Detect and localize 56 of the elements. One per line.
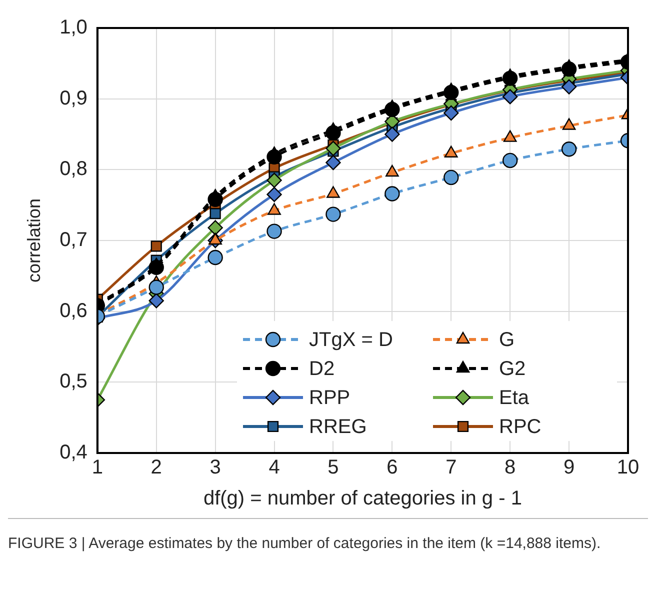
y-tick-label: 1,0 [60,16,88,39]
legend-label: G [499,329,515,352]
x-tick-label: 6 [386,456,398,479]
point [148,280,164,295]
point [266,186,282,202]
y-tick-label: 0,6 [60,300,88,322]
point [561,142,577,157]
point [444,105,459,121]
point [210,208,221,220]
x-tick-label: 1 [92,456,103,479]
y-tick-label: 0,5 [60,370,88,393]
point [561,61,577,77]
point [266,149,282,165]
point [326,140,341,156]
point [502,152,518,168]
x-tick-label: 10 [616,456,640,479]
y-axis-title: correlation [24,198,44,283]
point [148,260,164,276]
x-tick-label: 8 [504,456,516,479]
point [444,84,459,100]
y-tick-label: 0,9 [60,87,88,110]
legend-label: RREG [309,416,367,438]
point [384,126,400,142]
point [208,220,223,236]
point [266,172,282,188]
point [384,186,400,202]
point [208,192,223,208]
x-tick-label: 5 [328,456,339,479]
point [208,250,223,266]
point [326,206,341,222]
legend-label: RPC [499,416,542,438]
x-tick-label: 7 [446,456,457,479]
legend-label: Eta [499,387,530,410]
point [148,293,164,308]
y-tick-label: 0,8 [60,158,88,180]
x-tick-label: 9 [563,456,575,479]
point [502,70,518,86]
point [150,240,162,252]
y-tick-label: 0,7 [60,229,88,252]
point [384,102,400,118]
y-tick-label: 0,4 [60,442,88,464]
x-tick-label: 2 [150,456,162,479]
point [326,154,341,170]
legend-label: G2 [499,358,526,380]
caption: FIGURE 3 | Average estimates by the number of categories in the item (k =14,888 items). [8,534,602,554]
x-tick-label: 4 [268,456,280,479]
point [266,224,282,239]
x-tick-label: 3 [210,456,221,479]
legend-label: JTgX = D [309,329,393,352]
point [444,170,459,186]
legend-label: D2 [309,358,335,380]
point [326,125,341,140]
point [561,79,577,94]
x-axis-title: df(g) = number of categories in g - 1 [203,488,522,510]
point [502,89,518,104]
legend-label: RPP [309,387,350,410]
